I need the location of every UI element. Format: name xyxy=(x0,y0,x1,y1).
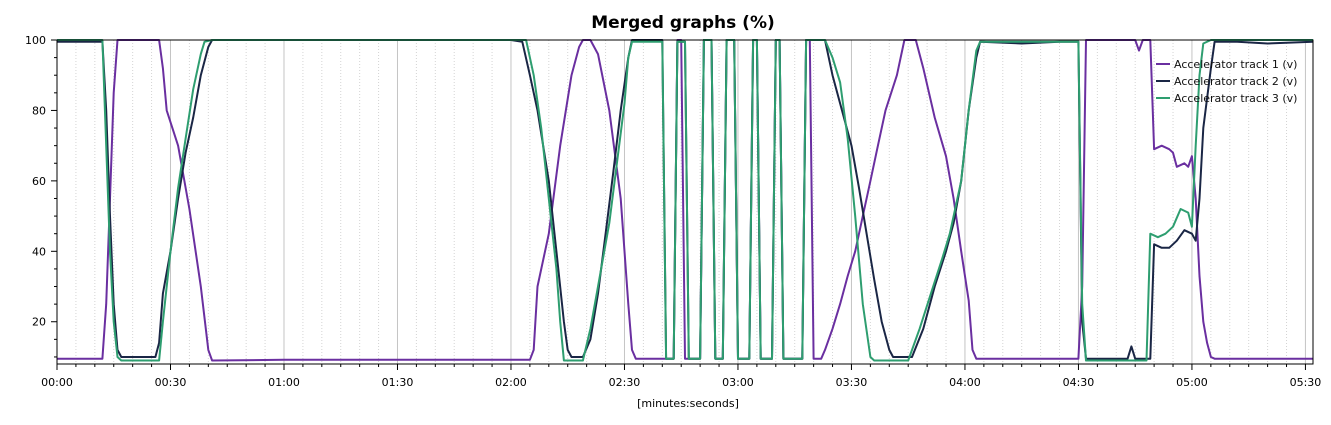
x-tick-label: 00:30 xyxy=(155,376,187,389)
x-tick-label: 03:00 xyxy=(722,376,754,389)
x-tick-label: 04:00 xyxy=(949,376,981,389)
x-tick-label: 05:30 xyxy=(1290,376,1322,389)
x-tick-label: 05:00 xyxy=(1176,376,1208,389)
y-tick-label: 60 xyxy=(32,175,46,188)
x-tick-label: 02:00 xyxy=(495,376,527,389)
grid-lines xyxy=(75,40,1306,364)
x-tick-label: 02:30 xyxy=(609,376,641,389)
y-tick-label: 100 xyxy=(25,34,46,47)
data-series xyxy=(57,39,1314,362)
y-tick-label: 40 xyxy=(32,245,46,258)
x-tick-label: 00:00 xyxy=(41,376,73,389)
y-tick-label: 80 xyxy=(32,104,46,117)
legend-label-1: Accelerator track 1 (v) xyxy=(1174,58,1297,71)
y-tick-label: 20 xyxy=(32,316,46,329)
x-axis-label: [minutes:seconds] xyxy=(637,397,739,410)
x-tick-label: 04:30 xyxy=(1063,376,1095,389)
legend-label-3: Accelerator track 3 (v) xyxy=(1174,92,1297,105)
axes: 00:00 00:30 01:00 01:30 02:00 02:30 03:00 03:30… xyxy=(25,34,1321,389)
x-tick-label: 03:30 xyxy=(836,376,868,389)
legend: Accelerator track 1 (v) Accelerator track… xyxy=(1156,58,1297,105)
x-tick-label: 01:30 xyxy=(382,376,414,389)
x-tick-label: 01:00 xyxy=(268,376,300,389)
chart-title: Merged graphs (%) xyxy=(591,13,775,33)
plot-area-frame xyxy=(56,39,1314,365)
legend-label-2: Accelerator track 2 (v) xyxy=(1174,75,1297,88)
